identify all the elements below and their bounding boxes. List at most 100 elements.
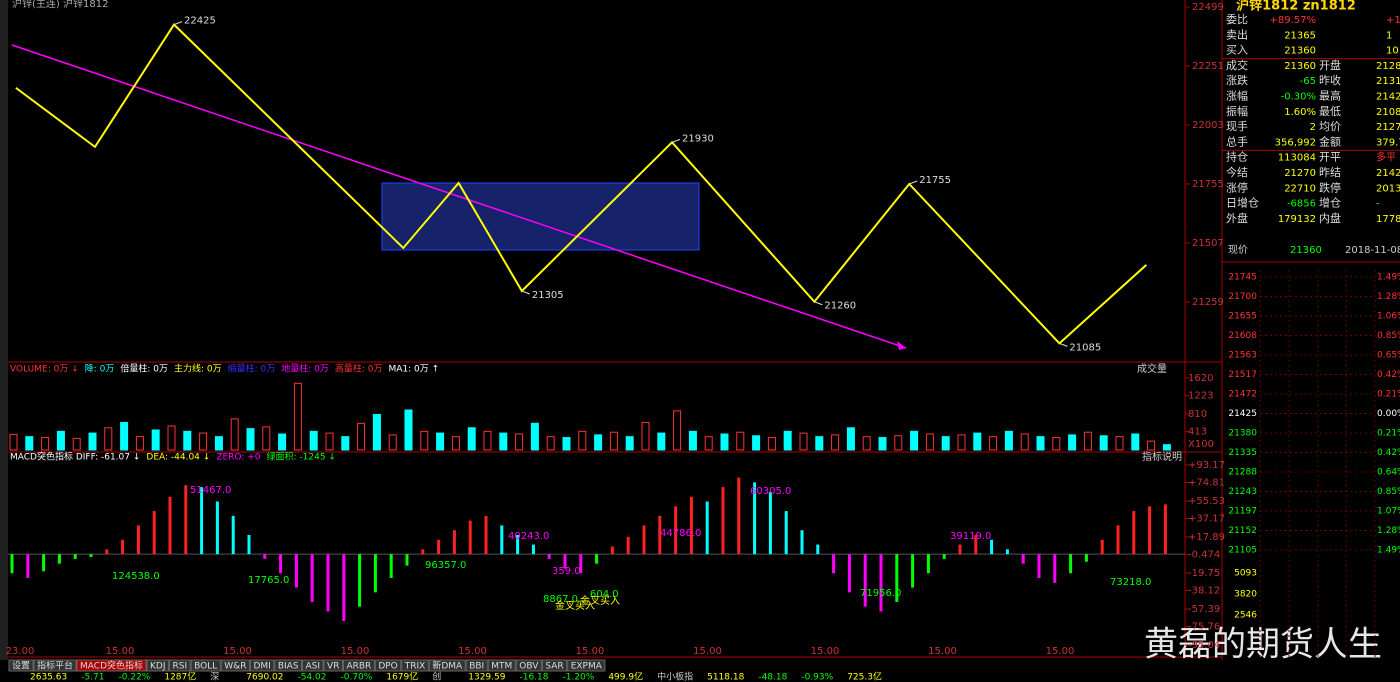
quote-label: 跌停 [1319, 180, 1341, 194]
macd-legend: ZERO: +0 [216, 453, 260, 463]
y-tick-label: 1223 [1188, 391, 1213, 402]
tab-label[interactable]: MACD突色指标 [80, 660, 143, 672]
intraday-pct: 0.85% [1377, 487, 1400, 497]
quote-value: +89.57% [1269, 15, 1316, 26]
volume-bar [973, 432, 982, 451]
tab[interactable] [541, 659, 568, 672]
tab[interactable] [302, 659, 324, 672]
volume-bar [657, 432, 666, 451]
volume-bar [862, 436, 871, 451]
quote-value: 2131 [1376, 76, 1400, 87]
volume-bar [451, 436, 460, 451]
tab[interactable] [342, 659, 375, 672]
tab[interactable] [8, 659, 34, 672]
tab[interactable] [76, 659, 147, 672]
tab-label[interactable]: MTM [491, 662, 512, 672]
intraday-pct: 0.85% [1377, 331, 1400, 341]
tab[interactable] [465, 659, 488, 672]
macd-annotation: 17765.0 [248, 575, 289, 586]
tab-label[interactable]: DPO [378, 662, 397, 672]
tab[interactable] [249, 659, 275, 672]
quote-value: 22710 [1284, 183, 1316, 194]
tab-label[interactable]: W&R [224, 662, 246, 672]
quote-value: 1.60% [1284, 107, 1316, 118]
tab-label[interactable]: SAR [545, 662, 563, 672]
volume-bar [404, 409, 413, 451]
quote-value: 2128 [1376, 61, 1400, 72]
quote-label: 买入 [1226, 44, 1248, 57]
time-label: 15.00 [576, 646, 605, 657]
volume-bar [325, 432, 334, 451]
volume-legend: 倍量柱: 0万 [120, 363, 168, 375]
tab-label[interactable]: TRIX [404, 662, 426, 672]
y-tick-label: -57.39 [1188, 604, 1220, 615]
tab[interactable] [401, 659, 429, 672]
tab[interactable] [567, 659, 606, 672]
status-item: -5.71 [81, 673, 104, 682]
volume-bar [815, 436, 824, 451]
intraday-pct: 1.49% [1377, 273, 1400, 283]
tab-label[interactable]: BOLL [194, 662, 217, 672]
volume-bar [41, 437, 50, 451]
tab[interactable] [169, 659, 191, 672]
y-tick-label: -95.04 [1188, 640, 1220, 651]
volume-unit: X100 [1188, 439, 1214, 450]
macd-button[interactable]: 指标说明 [1142, 450, 1182, 463]
tab-label[interactable]: 指标平台 [37, 660, 73, 672]
tab-label[interactable]: 新DMA [432, 660, 463, 672]
pivot-tick [671, 138, 681, 143]
volume-button[interactable]: 成交量 [1137, 362, 1167, 375]
tab-label[interactable]: RSI [173, 662, 188, 672]
tab[interactable] [274, 659, 303, 672]
time-label: 15.00 [928, 646, 957, 657]
trend-line [11, 44, 907, 349]
tab-label[interactable]: VR [327, 662, 339, 672]
quote-label: 现手 [1226, 119, 1248, 133]
tab[interactable] [428, 659, 466, 672]
volume-bar [1036, 436, 1045, 451]
intraday-pct: 0.65% [1377, 351, 1400, 361]
status-item: -48.18 [758, 673, 787, 682]
tab[interactable] [146, 659, 170, 672]
quote-value: -65 [1300, 76, 1316, 87]
status-item: 1287亿 [164, 671, 196, 682]
tab[interactable] [190, 659, 221, 672]
volume-bar [483, 430, 492, 451]
macd-annotation: 40243.0 [508, 531, 549, 542]
y-tick-label: -75.76 [1188, 622, 1220, 633]
time-label: 15.00 [458, 646, 487, 657]
tab[interactable] [33, 659, 77, 672]
quote-value: 2013 [1376, 183, 1400, 194]
volume-bar [388, 434, 397, 451]
intraday-price: 21243 [1228, 487, 1257, 497]
time-label: 15.00 [106, 646, 135, 657]
tab[interactable] [220, 659, 250, 672]
volume-bar [1131, 433, 1140, 451]
side-toolbar[interactable] [0, 0, 8, 660]
quote-value: 21360 [1284, 46, 1316, 57]
tab-label[interactable]: BBI [469, 662, 484, 672]
tab-label[interactable]: 设置 [12, 661, 30, 672]
tab-label[interactable]: EXPMA [571, 662, 603, 672]
tab-label[interactable]: OBV [519, 662, 539, 672]
tab-label[interactable]: KDJ [150, 662, 166, 672]
tab-label[interactable]: BIAS [278, 662, 299, 672]
tab[interactable] [515, 659, 542, 672]
volume-bar [262, 426, 271, 451]
quote-label: 外盘 [1226, 211, 1248, 225]
quote-label: 昨收 [1319, 73, 1341, 87]
tab[interactable] [374, 659, 402, 672]
pivot-tick [521, 290, 531, 295]
y-tick-label: 22499 [1192, 2, 1224, 13]
volume-bar [436, 432, 445, 451]
tab-label[interactable]: ASI [306, 662, 321, 672]
macd-annotation: 604.0 [590, 589, 619, 600]
time-label: 15.00 [811, 646, 840, 657]
tab[interactable] [323, 659, 343, 672]
tab[interactable] [487, 659, 516, 672]
intraday-pct: 0.42% [1377, 448, 1400, 458]
tab-label[interactable]: ARBR [346, 662, 371, 672]
quote-value: - [1376, 199, 1380, 210]
tab-label[interactable]: DMI [253, 662, 270, 672]
quote-label: 涨幅 [1226, 90, 1248, 103]
